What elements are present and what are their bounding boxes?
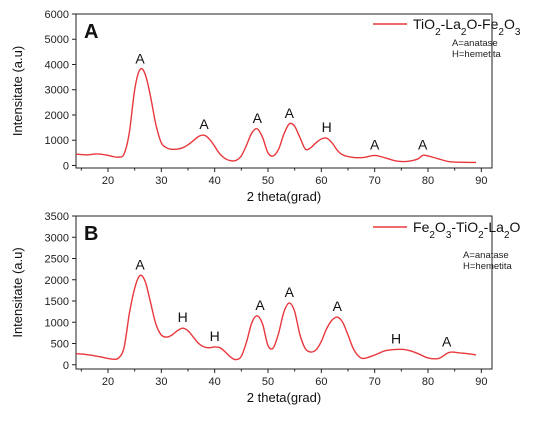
x-tick-label: 40	[209, 376, 221, 388]
y-tick-label: 0	[63, 360, 69, 372]
legend-note: A=anatase	[452, 38, 498, 49]
y-tick-label: 500	[51, 339, 69, 351]
peak-label: A	[255, 297, 265, 313]
x-tick-label: 90	[475, 175, 487, 187]
x-tick-label: 50	[262, 175, 274, 187]
panel-letter: B	[84, 223, 98, 245]
x-tick-label: 60	[315, 175, 327, 187]
plot-frame	[75, 13, 493, 169]
peak-label: A	[135, 51, 145, 67]
y-tick-label: 2000	[45, 110, 69, 122]
x-tick-label: 70	[369, 175, 381, 187]
peak-label: A	[285, 105, 295, 121]
peak-label: A	[370, 136, 380, 152]
x-tick-label: 80	[422, 376, 434, 388]
peak-label: H	[391, 330, 401, 346]
y-tick-label: 5000	[45, 34, 69, 46]
x-axis-title: 2 theta(grad)	[247, 390, 321, 405]
y-tick-label: 3500	[45, 211, 69, 223]
y-tick-label: 1000	[45, 135, 69, 147]
legend-label: Fe2O3-TiO2-La2O	[413, 219, 521, 241]
x-tick-label: 50	[262, 376, 274, 388]
peak-label: A	[285, 284, 295, 300]
peak-label: A	[442, 333, 452, 349]
x-tick-label: 30	[155, 376, 167, 388]
panel-a-chart: 20 30 40 50 60 70 80 90 0 1000 2000 3000 4000 5000 600…	[10, 9, 521, 204]
y-tick-label: 1500	[45, 296, 69, 308]
peak-label: H	[210, 328, 220, 344]
y-tick-label: 0	[63, 160, 69, 172]
panel-letter: A	[84, 21, 98, 43]
x-tick-label: 60	[315, 376, 327, 388]
plot-frame	[75, 215, 493, 370]
peak-label: A	[135, 257, 145, 273]
peak-label: H	[322, 119, 332, 135]
series-line	[75, 274, 477, 361]
panel-b-chart: 20 30 40 50 60 70 80 90 0 500 1000 1500 2000 2500 3000…	[10, 211, 521, 405]
y-tick-label: 3000	[45, 85, 69, 97]
legend-note: A=anatase	[463, 250, 509, 261]
y-tick-label: 2500	[45, 254, 69, 266]
y-tick-label: 3000	[45, 232, 69, 244]
peak-label: A	[253, 110, 263, 126]
x-tick-label: 20	[102, 376, 114, 388]
legend-note: H=hemetita	[452, 49, 502, 60]
x-axis-title: 2 theta(grad)	[247, 189, 321, 204]
x-tick-label: 70	[369, 376, 381, 388]
x-tick-label: 90	[475, 376, 487, 388]
y-axis-title: Intensitate (a.u)	[10, 46, 25, 136]
x-tick-label: 80	[422, 175, 434, 187]
peak-label: H	[178, 309, 188, 325]
y-tick-label: 4000	[45, 59, 69, 71]
x-tick-label: 20	[102, 175, 114, 187]
y-tick-label: 6000	[45, 9, 69, 21]
y-axis-title: Intensitate (a.u)	[10, 247, 25, 337]
peak-label: A	[418, 136, 428, 152]
x-tick-label: 30	[155, 175, 167, 187]
peak-label: A	[333, 298, 343, 314]
x-tick-label: 40	[209, 175, 221, 187]
y-tick-label: 2000	[45, 275, 69, 287]
series-line	[75, 67, 477, 164]
legend-note: H=hemetita	[463, 261, 513, 272]
legend-label: TiO2-La2O-Fe2O3	[413, 16, 521, 38]
peak-label: A	[199, 116, 209, 132]
y-tick-label: 1000	[45, 317, 69, 329]
